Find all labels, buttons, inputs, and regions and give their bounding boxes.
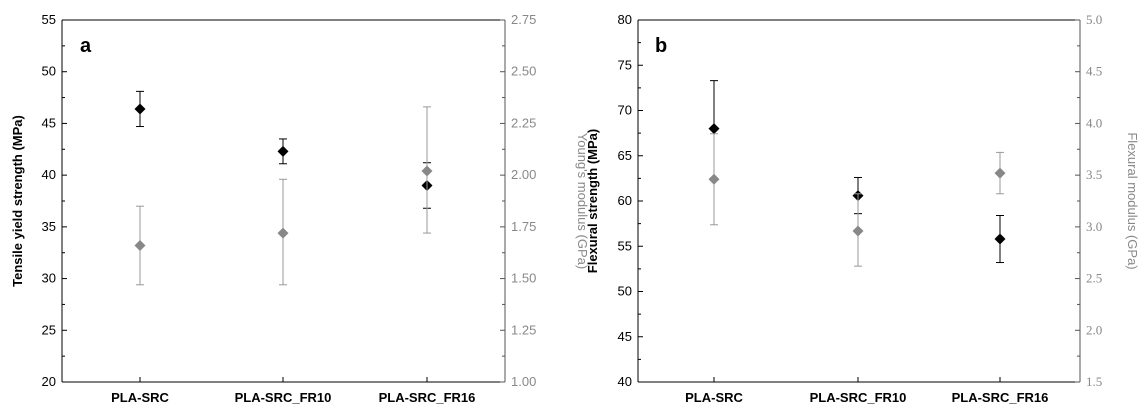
right-tick-label: 2.25 [511,115,536,130]
y-axis-title: Tensile yield strength (MPa) [10,115,25,287]
left-tick-label: 20 [42,374,56,389]
category-label: PLA-SRC [111,390,169,405]
left-tick-label: 55 [618,238,632,253]
left-tick-label: 80 [618,12,632,27]
right-tick-label: 1.00 [511,374,536,389]
strength-data-point [134,103,146,115]
left-tick-label: 45 [42,115,56,130]
left-tick-label: 50 [42,64,56,79]
left-tick-label: 40 [618,374,632,389]
right-tick-label: 1.50 [511,271,536,286]
y-axis-title: Flexural strength (MPa) [585,129,600,273]
right-tick-label: 2.00 [511,167,536,182]
y2-axis-title: Young's modulus (GPa) [575,133,590,269]
right-tick-label: 1.5 [1086,374,1102,389]
category-label: PLA-SRC_FR10 [235,390,332,405]
left-tick-label: 30 [42,271,56,286]
right-tick-label: 2.50 [511,64,536,79]
panel-letter: b [655,35,667,57]
left-tick-label: 40 [42,167,56,182]
left-tick-label: 65 [618,148,632,163]
modulus-data-point [277,227,289,239]
y2-axis-title: Flexural modulus (GPa) [1125,132,1140,269]
right-tick-label: 2.0 [1086,322,1102,337]
chart-panel-a: 20 25 30 35 40 45 50 55 1.00 1.25 1.50 1.75 2.00 2.25… [10,12,590,405]
right-tick-label: 5.0 [1086,12,1102,27]
modulus-data-point [134,239,146,251]
right-tick-label: 2.5 [1086,271,1102,286]
strength-data-point [277,145,289,157]
left-tick-label: 25 [42,322,56,337]
category-label: PLA-SRC_FR16 [379,390,476,405]
left-tick-label: 60 [618,193,632,208]
strength-data-point [994,233,1006,245]
modulus-data-point [421,165,433,177]
left-tick-label: 45 [618,329,632,344]
right-tick-label: 4.0 [1086,115,1102,130]
category-label: PLA-SRC_FR10 [810,390,907,405]
left-tick-label: 55 [42,12,56,27]
left-tick-label: 75 [618,57,632,72]
right-tick-label: 3.0 [1086,219,1102,234]
category-label: PLA-SRC [685,390,743,405]
left-tick-label: 35 [42,219,56,234]
modulus-data-point [994,167,1006,179]
modulus-data-point [708,173,720,185]
right-tick-label: 1.75 [511,219,536,234]
chart-panel-b: 40 45 50 55 60 65 70 75 80 1.5 2.0 2.5 3.0 3.5 4.0 4.5 5… [585,12,1140,405]
right-tick-label: 4.5 [1086,64,1102,79]
right-tick-label: 1.25 [511,322,536,337]
panel-letter: a [80,35,92,57]
right-tick-label: 3.5 [1086,167,1102,182]
category-label: PLA-SRC_FR16 [952,390,1049,405]
left-tick-label: 70 [618,103,632,118]
modulus-data-point [852,225,864,237]
right-tick-label: 2.75 [511,12,536,27]
strength-data-point [708,123,720,135]
left-tick-label: 50 [618,284,632,299]
